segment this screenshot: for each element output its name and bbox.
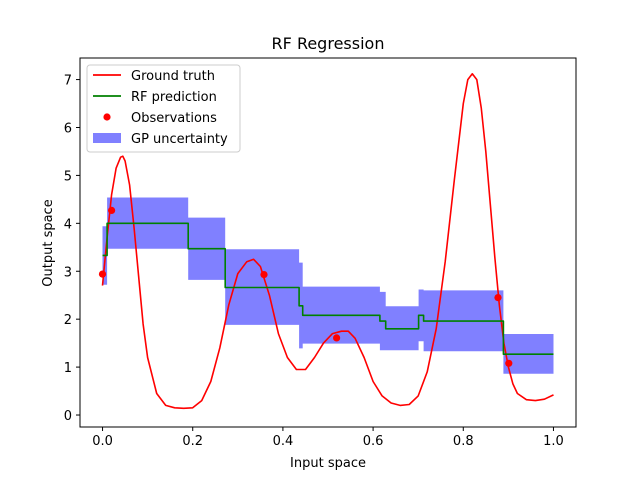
legend-label: Observations <box>131 111 217 126</box>
plot-area <box>98 73 554 410</box>
y-axis-label: Output space <box>41 199 56 286</box>
x-tick-label: 0.8 <box>453 434 474 449</box>
legend-box <box>86 64 241 153</box>
y-tick-label: 3 <box>64 265 72 280</box>
y-tick-label: 4 <box>64 217 72 232</box>
x-axis: 0.0 0.2 0.4 0.6 0.8 1.0 <box>92 427 564 449</box>
observation-point <box>505 359 513 367</box>
x-axis-label: Input space <box>290 456 366 471</box>
legend: Ground truth RF prediction Observations GP … <box>86 64 241 153</box>
x-tick-label: 0.6 <box>363 434 384 449</box>
legend-patch-swatch <box>93 133 121 143</box>
observation-point <box>108 206 116 214</box>
x-tick-label: 1.0 <box>543 434 564 449</box>
observation-point <box>333 334 341 342</box>
gp-uncertainty-band <box>102 197 554 374</box>
y-tick-label: 0 <box>64 409 72 424</box>
ground-truth-line <box>101 73 554 410</box>
y-tick-label: 7 <box>64 74 72 89</box>
y-axis: 0 1 2 3 4 5 6 7 <box>64 74 80 424</box>
x-tick-label: 0.0 <box>92 434 113 449</box>
axes-frame <box>79 57 577 428</box>
y-tick-label: 2 <box>64 313 72 328</box>
observation-point <box>98 270 107 278</box>
legend-label: GP uncertainty <box>131 132 228 147</box>
chart-title: RF Regression <box>272 34 385 53</box>
x-tick-label: 0.2 <box>182 434 203 449</box>
y-tick-label: 5 <box>64 169 72 184</box>
legend-marker-swatch <box>103 113 111 121</box>
observation-point <box>494 294 502 302</box>
legend-label: Ground truth <box>131 69 215 84</box>
observation-point <box>260 271 268 279</box>
y-tick-label: 6 <box>64 121 72 136</box>
y-tick-label: 1 <box>64 361 72 376</box>
legend-label: RF prediction <box>131 90 217 105</box>
rf-prediction-line <box>102 222 554 356</box>
x-tick-label: 0.4 <box>273 434 294 449</box>
